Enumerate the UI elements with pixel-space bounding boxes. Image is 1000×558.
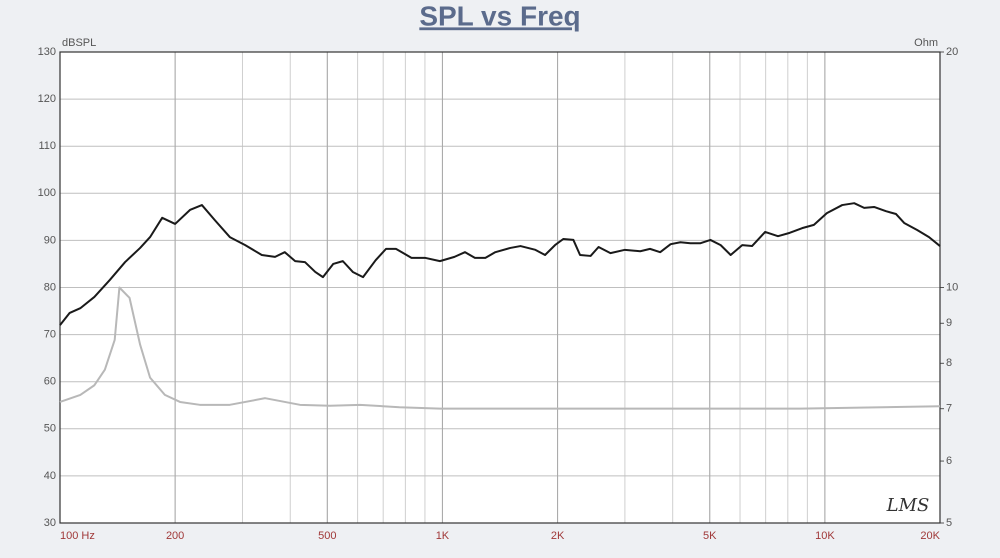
y2-tick-label: 8 [946, 357, 952, 369]
y-tick-label: 100 [38, 187, 56, 199]
plot-border [59, 51, 941, 524]
x-tick-label: 500 [318, 530, 336, 542]
y-axis-label: dBSPL [62, 37, 96, 49]
series-line [59, 286, 941, 410]
chart-title: SPL vs Freq [419, 0, 580, 31]
y2-tick-label: 7 [946, 403, 952, 415]
y-tick-label: 120 [38, 93, 56, 105]
y-tick-label: 60 [44, 376, 56, 388]
x-tick-label: 100 Hz [60, 530, 95, 542]
y2-tick-label: 6 [946, 455, 952, 467]
y-tick-label: 40 [44, 470, 56, 482]
y2-tick-label: 5 [946, 517, 952, 529]
series-line [59, 202, 941, 326]
x-tick-label: 20K [920, 530, 940, 542]
watermark: LMS [886, 495, 930, 516]
y-tick-label: 80 [44, 281, 56, 293]
y2-axis-label: Ohm [914, 37, 938, 49]
y-tick-label: 70 [44, 329, 56, 341]
x-tick-label: 10K [815, 530, 835, 542]
y2-tick-label: 20 [946, 46, 958, 58]
y-tick-label: 90 [44, 234, 56, 246]
y2-tick-label: 9 [946, 317, 952, 329]
y-tick-label: 130 [38, 46, 56, 58]
y-tick-label: 110 [38, 140, 56, 152]
x-tick-label: 5K [703, 530, 717, 542]
y-tick-label: 50 [44, 423, 56, 435]
x-tick-label: 1K [436, 530, 450, 542]
x-tick-label: 2K [551, 530, 565, 542]
x-tick-label: 200 [166, 530, 184, 542]
y2-tick-label: 10 [946, 281, 958, 293]
y-tick-label: 30 [44, 517, 56, 529]
